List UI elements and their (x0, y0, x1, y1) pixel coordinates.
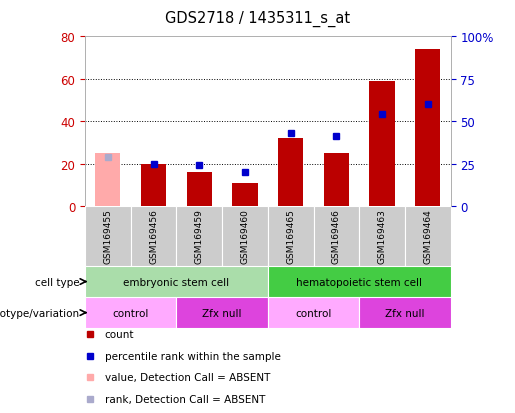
Bar (85, 206, 131, 266)
Text: GSM169463: GSM169463 (377, 209, 387, 264)
Bar (268, 206, 314, 266)
Bar (186, 173, 212, 206)
Bar (405, 206, 451, 266)
Text: count: count (105, 330, 134, 339)
Bar (415, 50, 440, 206)
Bar (176, 206, 222, 266)
Text: GSM169464: GSM169464 (423, 209, 432, 264)
Text: GDS2718 / 1435311_s_at: GDS2718 / 1435311_s_at (165, 10, 350, 26)
Text: GSM169465: GSM169465 (286, 209, 295, 264)
Text: rank, Detection Call = ABSENT: rank, Detection Call = ABSENT (105, 394, 265, 404)
Bar (232, 183, 258, 206)
Text: embryonic stem cell: embryonic stem cell (123, 277, 230, 287)
Text: control: control (112, 308, 149, 318)
Bar (278, 139, 303, 206)
Text: GSM169466: GSM169466 (332, 209, 341, 264)
Bar (176, 297, 268, 328)
Text: Zfx null: Zfx null (385, 308, 425, 318)
Bar (314, 206, 359, 266)
Bar (222, 206, 268, 266)
Text: Zfx null: Zfx null (202, 308, 242, 318)
Text: hematopoietic stem cell: hematopoietic stem cell (296, 277, 422, 287)
Bar (359, 297, 451, 328)
Text: GSM169459: GSM169459 (195, 209, 204, 264)
Text: value, Detection Call = ABSENT: value, Detection Call = ABSENT (105, 373, 270, 382)
Bar (324, 154, 349, 206)
Bar (131, 206, 176, 266)
Bar (268, 266, 451, 297)
Bar (141, 164, 166, 206)
Text: cell type: cell type (35, 277, 80, 287)
Text: genotype/variation: genotype/variation (0, 308, 80, 318)
Text: GSM169455: GSM169455 (104, 209, 112, 264)
Bar (85, 297, 176, 328)
Bar (85, 266, 268, 297)
Text: control: control (295, 308, 332, 318)
Text: GSM169456: GSM169456 (149, 209, 158, 264)
Bar (95, 154, 121, 206)
Bar (359, 206, 405, 266)
Bar (268, 297, 359, 328)
Text: percentile rank within the sample: percentile rank within the sample (105, 351, 281, 361)
Bar (369, 82, 394, 206)
Text: GSM169460: GSM169460 (241, 209, 249, 264)
